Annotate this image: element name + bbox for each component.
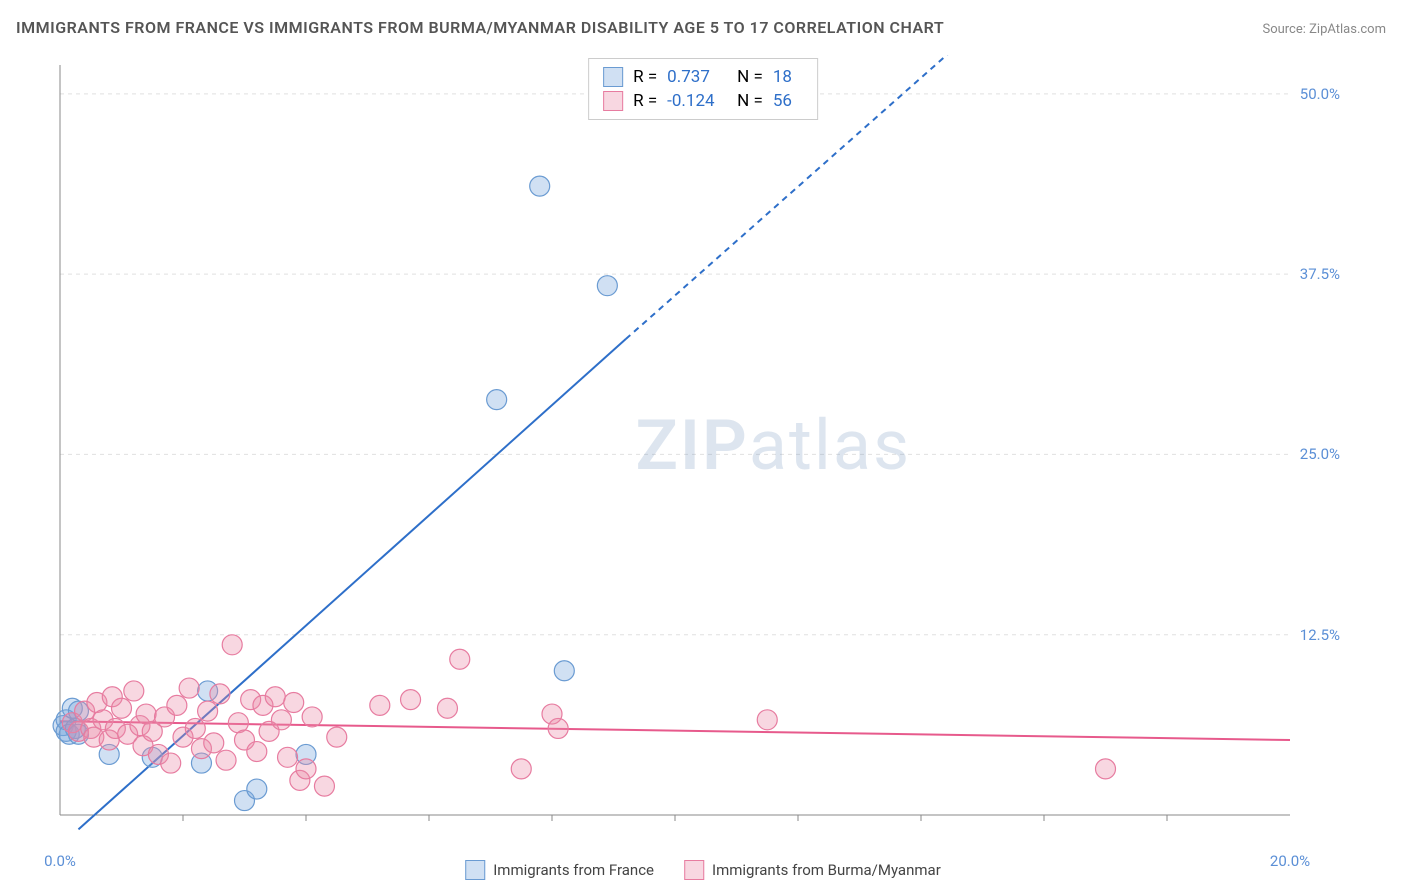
r-label: R = (633, 67, 657, 87)
r-value-burma: -0.124 (667, 91, 727, 111)
xtick-label: 20.0% (1270, 852, 1310, 870)
swatch-burma-icon (603, 91, 623, 111)
legend-row-france: R = 0.737 N = 18 (603, 65, 803, 89)
ytick-label: 12.5% (1300, 626, 1340, 644)
legend-row-burma: R = -0.124 N = 56 (603, 89, 803, 113)
n-label: N = (737, 67, 763, 87)
legend-series: Immigrants from France Immigrants from B… (465, 860, 941, 880)
swatch-france-icon (465, 860, 485, 880)
legend-stats: R = 0.737 N = 18 R = -0.124 N = 56 (588, 58, 818, 120)
legend-label-burma: Immigrants from Burma/Myanmar (712, 861, 941, 879)
r-value-france: 0.737 (667, 67, 727, 87)
n-value-france: 18 (773, 67, 803, 87)
legend-item-burma: Immigrants from Burma/Myanmar (684, 860, 941, 880)
chart-area: 12.5%25.0%37.5%50.0%0.0%20.0% (50, 55, 1350, 845)
legend-label-france: Immigrants from France (493, 861, 654, 879)
ytick-label: 25.0% (1300, 445, 1340, 463)
scatter-chart (50, 55, 1350, 845)
chart-title: IMMIGRANTS FROM FRANCE VS IMMIGRANTS FRO… (16, 18, 944, 37)
swatch-france-icon (603, 67, 623, 87)
n-label: N = (737, 91, 763, 111)
xtick-label: 0.0% (44, 852, 76, 870)
ytick-label: 37.5% (1300, 265, 1340, 283)
ytick-label: 50.0% (1300, 85, 1340, 103)
r-label: R = (633, 91, 657, 111)
swatch-burma-icon (684, 860, 704, 880)
legend-item-france: Immigrants from France (465, 860, 654, 880)
source-label: Source: ZipAtlas.com (1262, 22, 1386, 37)
n-value-burma: 56 (773, 91, 803, 111)
